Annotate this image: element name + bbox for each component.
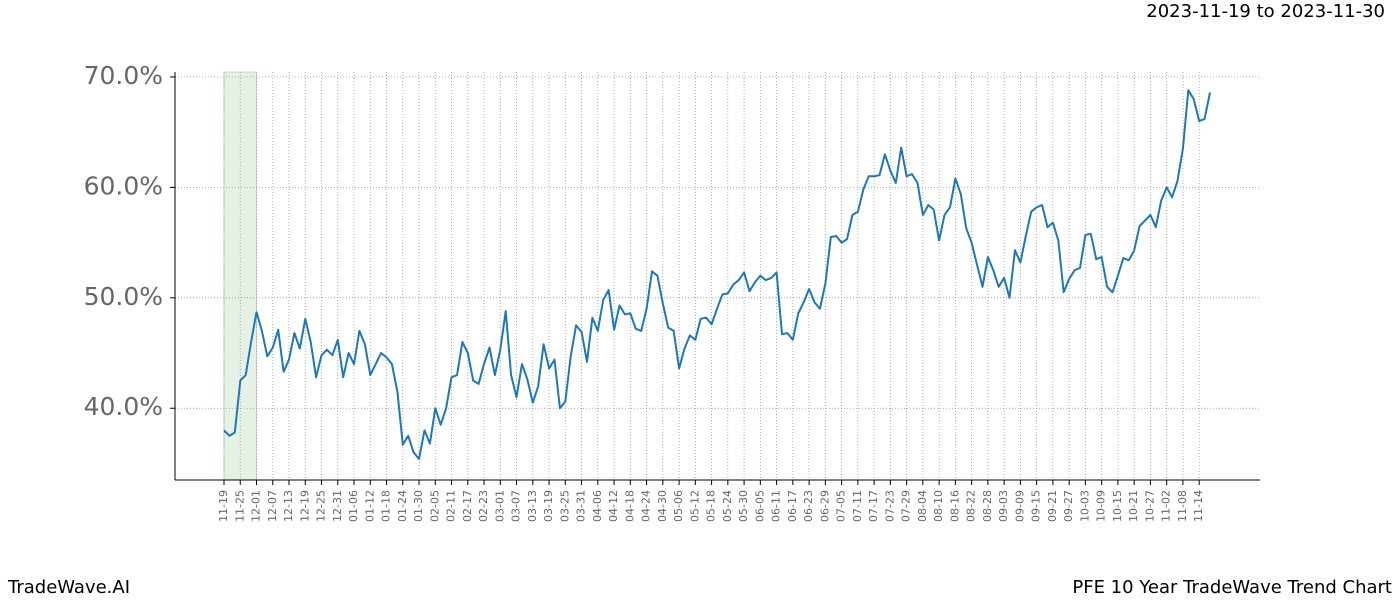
- x-tick-label: 05-12: [688, 490, 701, 522]
- x-tick-label: 12-13: [282, 490, 295, 522]
- x-tick-label: 08-22: [965, 490, 978, 522]
- x-tick-label: 02-05: [428, 490, 441, 522]
- x-tick-label: 08-16: [948, 490, 961, 522]
- y-tick-label: 50.0%: [84, 282, 163, 311]
- x-tick-label: 09-27: [1062, 490, 1075, 522]
- x-tick-label: 05-18: [705, 490, 718, 522]
- chart-title: 2023-11-19 to 2023-11-30: [1146, 1, 1385, 22]
- x-tick-label: 07-11: [851, 490, 864, 522]
- x-tick-label: 12-19: [298, 490, 311, 522]
- x-tick-label: 07-29: [900, 490, 913, 522]
- x-tick-label: 10-09: [1095, 490, 1108, 522]
- trend-line: [223, 89, 1211, 460]
- x-tick-label: 02-11: [445, 490, 458, 522]
- x-tick-label: 05-30: [737, 490, 750, 522]
- x-tick-label: 11-14: [1192, 490, 1205, 522]
- x-tick-label: 04-06: [591, 490, 604, 522]
- x-tick-label: 01-30: [412, 490, 425, 522]
- x-tick-label: 09-09: [1013, 490, 1026, 522]
- x-tick-label: 10-15: [1111, 490, 1124, 522]
- x-tick-label: 01-24: [396, 490, 409, 522]
- x-tick-label: 10-27: [1143, 490, 1156, 522]
- x-tick-label: 04-30: [656, 490, 669, 522]
- x-tick-label: 11-02: [1160, 490, 1173, 522]
- x-tick-label: 06-05: [753, 490, 766, 522]
- x-tick-label: 11-19: [217, 490, 230, 522]
- x-tick-label: 06-29: [818, 490, 831, 522]
- x-tick-label: 07-23: [883, 490, 896, 522]
- x-tick-label: 10-03: [1078, 490, 1091, 522]
- x-tick-label: 08-28: [981, 490, 994, 522]
- footer-right: PFE 10 Year TradeWave Trend Chart: [1072, 577, 1392, 598]
- x-tick-label: 07-17: [867, 490, 880, 522]
- x-tick-label: 03-01: [493, 490, 506, 522]
- x-tick-label: 03-31: [575, 490, 588, 522]
- x-tick-label: 03-13: [526, 490, 539, 522]
- x-tick-label: 11-25: [233, 490, 246, 522]
- x-tick-label: 04-18: [623, 490, 636, 522]
- x-tick-label: 12-31: [331, 490, 344, 522]
- x-tick-label: 11-08: [1176, 490, 1189, 522]
- x-tick-label: 05-24: [721, 490, 734, 522]
- x-tick-label: 10-21: [1127, 490, 1140, 522]
- y-tick-label: 40.0%: [84, 392, 163, 421]
- x-tick-label: 03-25: [558, 490, 571, 522]
- x-tick-label: 09-03: [997, 490, 1010, 522]
- x-tick-label: 04-24: [640, 490, 653, 522]
- x-tick-label: 01-12: [363, 490, 376, 522]
- x-tick-label: 05-06: [672, 490, 685, 522]
- x-tick-label: 08-04: [916, 490, 929, 522]
- x-tick-label: 12-01: [250, 490, 263, 522]
- x-tick-label: 03-19: [542, 490, 555, 522]
- x-tick-label: 06-17: [786, 490, 799, 522]
- x-tick-label: 12-07: [266, 490, 279, 522]
- x-tick-label: 04-12: [607, 490, 620, 522]
- x-tick-label: 03-07: [510, 490, 523, 522]
- x-tick-label: 08-10: [932, 490, 945, 522]
- x-tick-label: 07-05: [835, 490, 848, 522]
- x-tick-label: 01-18: [380, 490, 393, 522]
- x-tick-label: 09-15: [1030, 490, 1043, 522]
- x-tick-label: 06-23: [802, 490, 815, 522]
- y-tick-label: 60.0%: [84, 171, 163, 200]
- x-tick-label: 12-25: [315, 490, 328, 522]
- y-tick-label: 70.0%: [84, 61, 163, 90]
- x-tick-label: 02-23: [477, 490, 490, 522]
- footer-left: TradeWave.AI: [7, 577, 130, 598]
- x-tick-label: 02-17: [461, 490, 474, 522]
- x-tick-label: 01-06: [347, 490, 360, 522]
- x-tick-label: 06-11: [770, 490, 783, 522]
- x-tick-label: 09-21: [1046, 490, 1059, 522]
